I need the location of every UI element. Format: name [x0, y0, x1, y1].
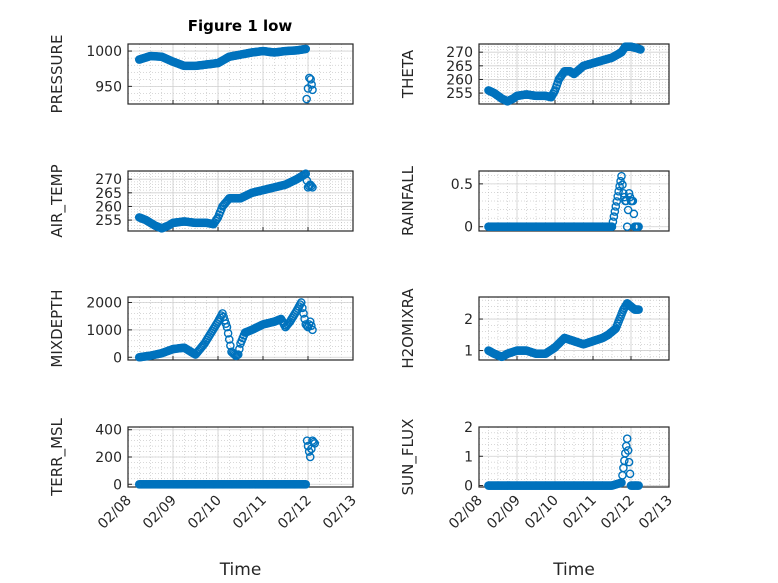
y-tick-label: 400 [95, 423, 122, 439]
x-axis-label: Time [219, 560, 262, 580]
data-point [612, 197, 622, 206]
axes-box [127, 170, 354, 232]
data-point [299, 309, 308, 318]
data-point [617, 171, 626, 181]
data-point [301, 44, 311, 54]
axes-box [127, 43, 354, 105]
y-tick-label: 0 [113, 350, 122, 366]
data-point [624, 457, 634, 467]
y-axis-label: MIXDEPTH [48, 289, 66, 367]
subplot-pressure: 950 1000 PRESSURE [48, 35, 354, 114]
data-point [636, 45, 645, 54]
data-point [308, 183, 317, 192]
y-tick-label: 255 [446, 86, 473, 102]
data-point [611, 202, 621, 211]
y-axis-label: THETA [399, 49, 417, 99]
data-point [305, 317, 315, 326]
y-tick-label: 2 [464, 420, 473, 436]
data-point [235, 344, 244, 354]
y-tick-label: 0.5 [451, 177, 473, 193]
axes-box [478, 43, 670, 105]
data-point [310, 439, 320, 448]
y-tick-label: 270 [95, 172, 122, 188]
y-tick-label: 200 [95, 450, 122, 466]
data-point [625, 469, 635, 479]
data-point [610, 207, 620, 216]
y-axis-label: H2OMIXRA [399, 288, 417, 369]
data-point [634, 222, 643, 232]
data-point [301, 479, 311, 489]
y-tick-label: 0 [464, 479, 473, 495]
data-point [222, 322, 232, 332]
data-point [624, 188, 634, 198]
data-point [309, 437, 318, 447]
data-point [307, 80, 316, 89]
data-point [634, 481, 643, 490]
data-point [614, 187, 623, 196]
y-tick-label: 1000 [86, 323, 122, 339]
y-axis-label: TERR_MSL [48, 417, 67, 496]
data-point [296, 298, 306, 307]
data-point [308, 325, 317, 335]
data-point [298, 303, 307, 313]
data-point [224, 335, 234, 344]
y-tick-label: 1 [464, 344, 473, 360]
subplot-h2omixra: 1 2 H2OMIXRA [399, 288, 670, 369]
data-point [622, 434, 632, 444]
data-point [619, 188, 628, 198]
data-point [629, 209, 639, 219]
data-point [628, 196, 638, 206]
data-point [634, 305, 643, 314]
data-point [233, 350, 243, 359]
y-axis-label: SUN_FLUX [399, 419, 418, 496]
data-point [307, 181, 316, 191]
data-point [307, 321, 316, 331]
subplot-mixdepth: 0 1000 2000 MIXDEPTH [48, 289, 354, 368]
figure-title: Figure 1 low [188, 17, 293, 35]
data-point [305, 452, 315, 462]
y-tick-label: 0 [464, 220, 473, 236]
y-axis-label: RAINFALL [399, 165, 417, 236]
y-axis-label: PRESSURE [48, 35, 66, 114]
data-point [306, 74, 316, 84]
axes-box [127, 296, 354, 361]
y-tick-label: 2 [464, 312, 473, 328]
y-tick-label: 1000 [86, 44, 122, 60]
y-tick-label: 265 [446, 59, 473, 75]
y-tick-label: 255 [95, 213, 122, 229]
y-tick-label: 0 [113, 477, 122, 493]
data-point [308, 85, 317, 95]
x-axis-label: Time [552, 560, 595, 580]
data-point [618, 180, 627, 190]
y-tick-label: 260 [446, 72, 473, 88]
y-tick-label: 270 [446, 45, 473, 61]
y-tick-label: 1 [464, 449, 473, 465]
data-point [607, 222, 617, 232]
y-tick-label: 950 [95, 79, 122, 95]
data-point [623, 205, 633, 215]
data-point [609, 212, 619, 221]
y-tick-label: 260 [95, 199, 122, 215]
data-point [623, 446, 633, 455]
y-tick-label: 265 [95, 186, 122, 202]
axes-box [478, 296, 670, 361]
subplot-rainfall: 0 0.5 RAINFALL [399, 165, 670, 236]
data-point [223, 328, 233, 338]
data-point [302, 94, 311, 104]
data-point [608, 217, 618, 226]
y-tick-label: 2000 [86, 295, 122, 311]
data-point [212, 214, 222, 224]
y-axis-label: AIR_TEMP [48, 164, 67, 237]
